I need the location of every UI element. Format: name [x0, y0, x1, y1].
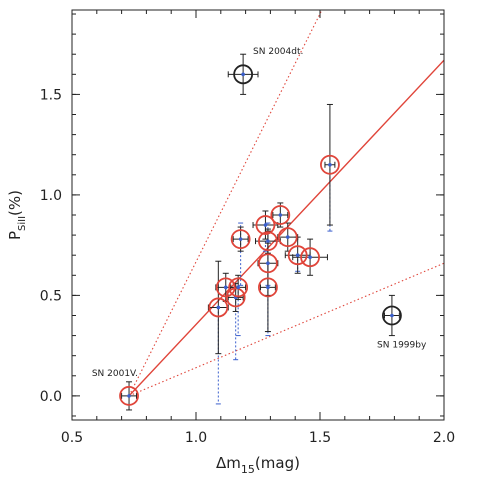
data-point: [278, 213, 283, 217]
data-point: [266, 261, 270, 266]
x-axis-label: Δm15(mag): [216, 454, 300, 476]
data-point: [328, 162, 332, 167]
data-point: [127, 394, 131, 398]
y-tick-label: 1.5: [40, 87, 62, 103]
fit-line-dotted-1: [128, 10, 323, 397]
y-tick-label: 1.0: [40, 188, 62, 204]
fit-lines: [128, 10, 444, 397]
data-point-circle-red: [255, 215, 276, 235]
data-point: [266, 285, 270, 290]
data-point: [241, 72, 245, 77]
data-point: [236, 285, 240, 290]
data-point: [238, 237, 243, 241]
data-points: [119, 64, 402, 406]
x-tick-label: 0.5: [61, 430, 83, 446]
data-point-circle-black: [233, 64, 254, 85]
annotation-label: SN 1999by: [377, 341, 427, 351]
data-point-circle-red: [320, 154, 340, 175]
x-tick-label: 1.0: [185, 430, 207, 446]
fit-line-dotted-2: [128, 262, 444, 397]
data-point: [266, 239, 270, 243]
data-point-circle-red: [208, 297, 229, 318]
annotation-label: SN 2001V.: [92, 369, 138, 379]
data-point-circle-red: [228, 277, 249, 298]
data-point-circle-red: [225, 287, 246, 308]
y-tick-label: 0.0: [40, 389, 62, 405]
data-point: [295, 253, 300, 257]
data-point: [216, 305, 221, 310]
data-point: [308, 255, 312, 260]
data-point-circle-red: [258, 277, 278, 298]
y-axis-label: PSiII(%): [6, 190, 28, 240]
axes: 0.5 1.0 1.5 2.0 0.0 0.5 1.0 1.5: [40, 10, 455, 446]
data-point: [263, 223, 268, 227]
data-point-circle-red: [119, 385, 139, 406]
data-point: [390, 313, 394, 318]
data-point: [285, 235, 290, 239]
data-point-circle-red: [277, 227, 298, 248]
data-point-circle-red: [258, 231, 278, 252]
data-point-circle-black: [382, 305, 402, 326]
annotation-label: SN 2004dt.: [253, 47, 303, 57]
data-point-circle-red: [230, 229, 251, 250]
y-tick-label: 0.5: [40, 288, 62, 304]
data-point-circle-red: [215, 277, 236, 298]
data-point-circle-red: [287, 245, 308, 266]
x-tick-label: 1.5: [309, 430, 331, 446]
data-point-circle-red: [270, 205, 291, 225]
data-point: [223, 285, 228, 290]
annotations: SN 2004dt. SN 2001V. SN 1999by: [92, 47, 427, 379]
x-tick-label: 2.0: [433, 430, 455, 446]
data-point-circle-red: [300, 247, 320, 268]
data-point-circle-red: [258, 253, 278, 274]
